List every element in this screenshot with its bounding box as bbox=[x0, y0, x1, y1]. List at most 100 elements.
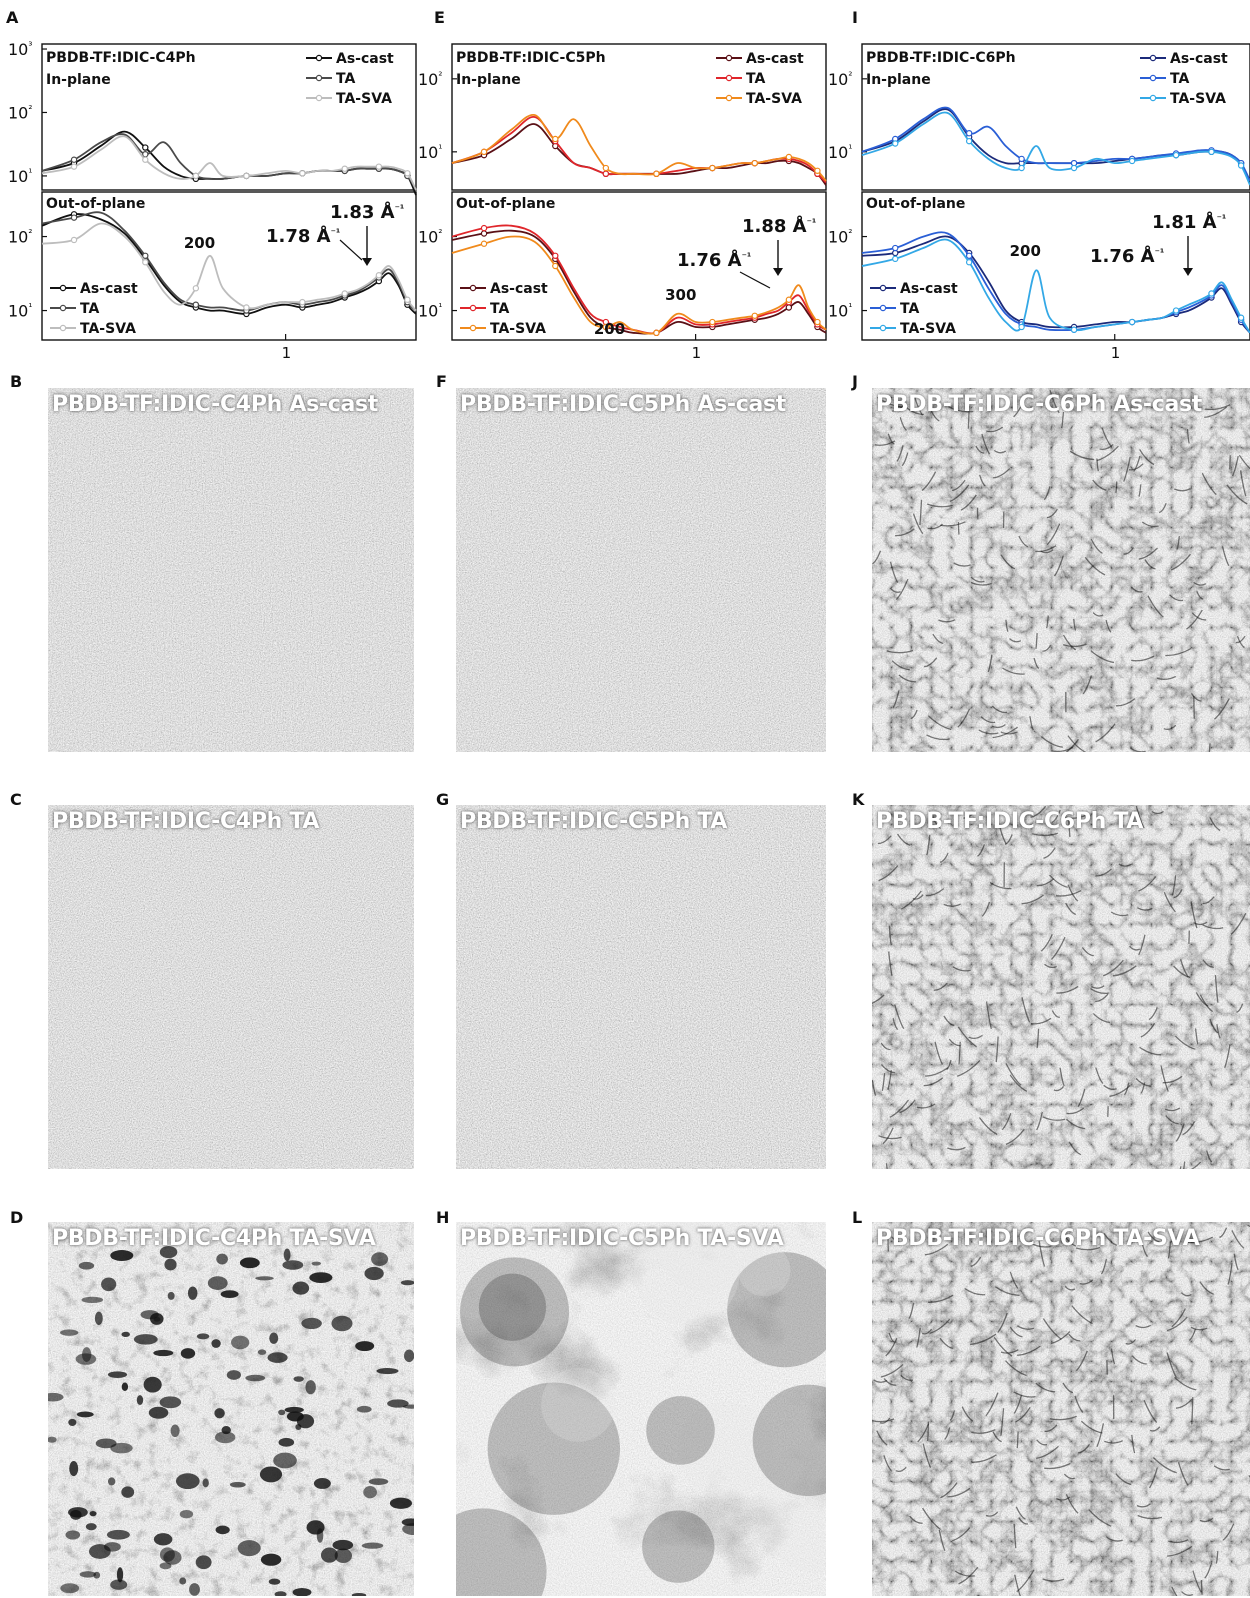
tem-fibril bbox=[999, 826, 1007, 845]
data-point bbox=[142, 259, 149, 266]
tem-domain bbox=[320, 1547, 338, 1563]
tem-fibril bbox=[1017, 1345, 1041, 1356]
tem-fibril bbox=[1199, 994, 1213, 1013]
data-point bbox=[552, 252, 559, 259]
legend-entry: As-cast bbox=[80, 281, 138, 297]
in-plane-label: In-plane bbox=[866, 72, 931, 88]
tem-fibril bbox=[1138, 876, 1157, 892]
data-point bbox=[602, 323, 610, 331]
tem-image-c6ph-ta: PBDB-TF:IDIC-C6Ph TA bbox=[872, 805, 1250, 1169]
tem-fibril bbox=[1075, 1246, 1101, 1251]
tem-fibril bbox=[1046, 523, 1061, 546]
tem-domain bbox=[202, 1478, 209, 1488]
tem-fibril bbox=[1104, 1440, 1123, 1444]
tem-fibril bbox=[957, 521, 960, 535]
tem-fibril bbox=[1213, 698, 1230, 720]
tem-fibril bbox=[1080, 1420, 1103, 1434]
tem-domain bbox=[460, 1257, 570, 1367]
tem-fibril bbox=[1193, 695, 1195, 719]
tem-fibril bbox=[968, 1034, 983, 1040]
tem-fibril bbox=[1065, 1493, 1079, 1514]
tem-domain bbox=[301, 1317, 322, 1329]
x-tick-label: 1 bbox=[692, 344, 702, 362]
data-point bbox=[1070, 164, 1078, 172]
tem-fibril bbox=[1016, 1431, 1019, 1449]
tem-fibril bbox=[1000, 554, 1016, 570]
panel-letter-g: G bbox=[436, 790, 450, 809]
tem-domain bbox=[81, 1296, 104, 1304]
tem-domain bbox=[164, 1258, 177, 1271]
tem-domain bbox=[69, 1461, 79, 1477]
tem-fibril bbox=[876, 1430, 888, 1446]
tem-fibril bbox=[1016, 1325, 1035, 1330]
data-point bbox=[1172, 307, 1180, 314]
tem-fibril bbox=[888, 925, 892, 945]
tem-fibril bbox=[1227, 1262, 1233, 1285]
tem-fibril bbox=[1002, 667, 1025, 675]
tem-fibril bbox=[958, 1566, 979, 1585]
x-tick-label: 1 bbox=[282, 344, 292, 362]
tem-domain bbox=[65, 1530, 81, 1540]
data-point bbox=[965, 129, 973, 137]
tem-fibril bbox=[1021, 894, 1044, 905]
panel-letter-b: B bbox=[10, 372, 23, 391]
data-point bbox=[709, 318, 716, 326]
tem-fibril bbox=[970, 1333, 997, 1346]
legend-entry: As-cast bbox=[336, 51, 394, 67]
tem-fibril bbox=[1044, 1462, 1071, 1470]
in-plane-label: In-plane bbox=[456, 72, 521, 88]
tem-fibril bbox=[894, 1004, 905, 1030]
tem-fibril bbox=[1044, 1424, 1058, 1432]
tem-fibril bbox=[939, 1337, 954, 1350]
tem-domain bbox=[274, 1591, 287, 1596]
data-point bbox=[1208, 148, 1215, 156]
tem-fibril bbox=[885, 1337, 898, 1357]
data-point bbox=[892, 140, 899, 147]
tem-grain bbox=[48, 388, 414, 752]
tem-fibril bbox=[1062, 643, 1087, 648]
tem-fibril bbox=[1206, 1150, 1213, 1163]
tem-fibril bbox=[1000, 731, 1018, 735]
tem-fibril bbox=[1226, 484, 1248, 505]
tem-fibril bbox=[1056, 985, 1079, 994]
tem-domain bbox=[311, 1261, 321, 1266]
tem-fibril bbox=[943, 903, 962, 907]
tem-fibril bbox=[943, 1015, 955, 1027]
legend-entry: TA bbox=[336, 71, 355, 87]
data-point bbox=[404, 296, 411, 303]
data-point bbox=[192, 285, 200, 292]
tem-fibril bbox=[1171, 1308, 1186, 1328]
tem-fibril bbox=[1151, 810, 1164, 815]
legend-marker bbox=[315, 94, 323, 102]
tem-grain bbox=[48, 805, 414, 1169]
data-point bbox=[965, 252, 973, 259]
data-point bbox=[70, 214, 78, 221]
y-tick-label: 10² bbox=[828, 228, 852, 247]
tem-domain bbox=[257, 1349, 267, 1355]
tem-image-c4ph-as-cast: PBDB-TF:IDIC-C4Ph As-cast bbox=[48, 388, 414, 752]
tem-fibril bbox=[1018, 535, 1029, 548]
tem-domain bbox=[334, 1548, 352, 1564]
tem-domain bbox=[389, 1497, 412, 1509]
annotation-arrowhead bbox=[1183, 268, 1193, 276]
tem-fibril bbox=[1046, 508, 1058, 519]
tem-texture bbox=[872, 1222, 1250, 1596]
tem-fibril bbox=[981, 433, 991, 455]
tem-fibril bbox=[1167, 1545, 1193, 1557]
tem-fibril bbox=[1191, 1397, 1194, 1425]
tem-fibril bbox=[872, 1079, 877, 1096]
tem-fibril bbox=[1138, 484, 1142, 497]
tem-fibril bbox=[951, 479, 966, 492]
legend-entry: TA-SVA bbox=[80, 321, 136, 337]
tem-fibril bbox=[1162, 1075, 1183, 1084]
tem-domain bbox=[284, 1406, 304, 1413]
tem-fibril bbox=[908, 1302, 915, 1319]
tem-fibril bbox=[887, 433, 895, 445]
tem-fibril bbox=[952, 1527, 971, 1542]
tem-fibril bbox=[963, 811, 976, 819]
tem-fibril bbox=[885, 1163, 888, 1169]
tem-fibril bbox=[1062, 1232, 1077, 1247]
tem-domain bbox=[633, 1222, 740, 1326]
tem-fibril bbox=[895, 1466, 907, 1472]
tem-fibril bbox=[1043, 486, 1051, 501]
